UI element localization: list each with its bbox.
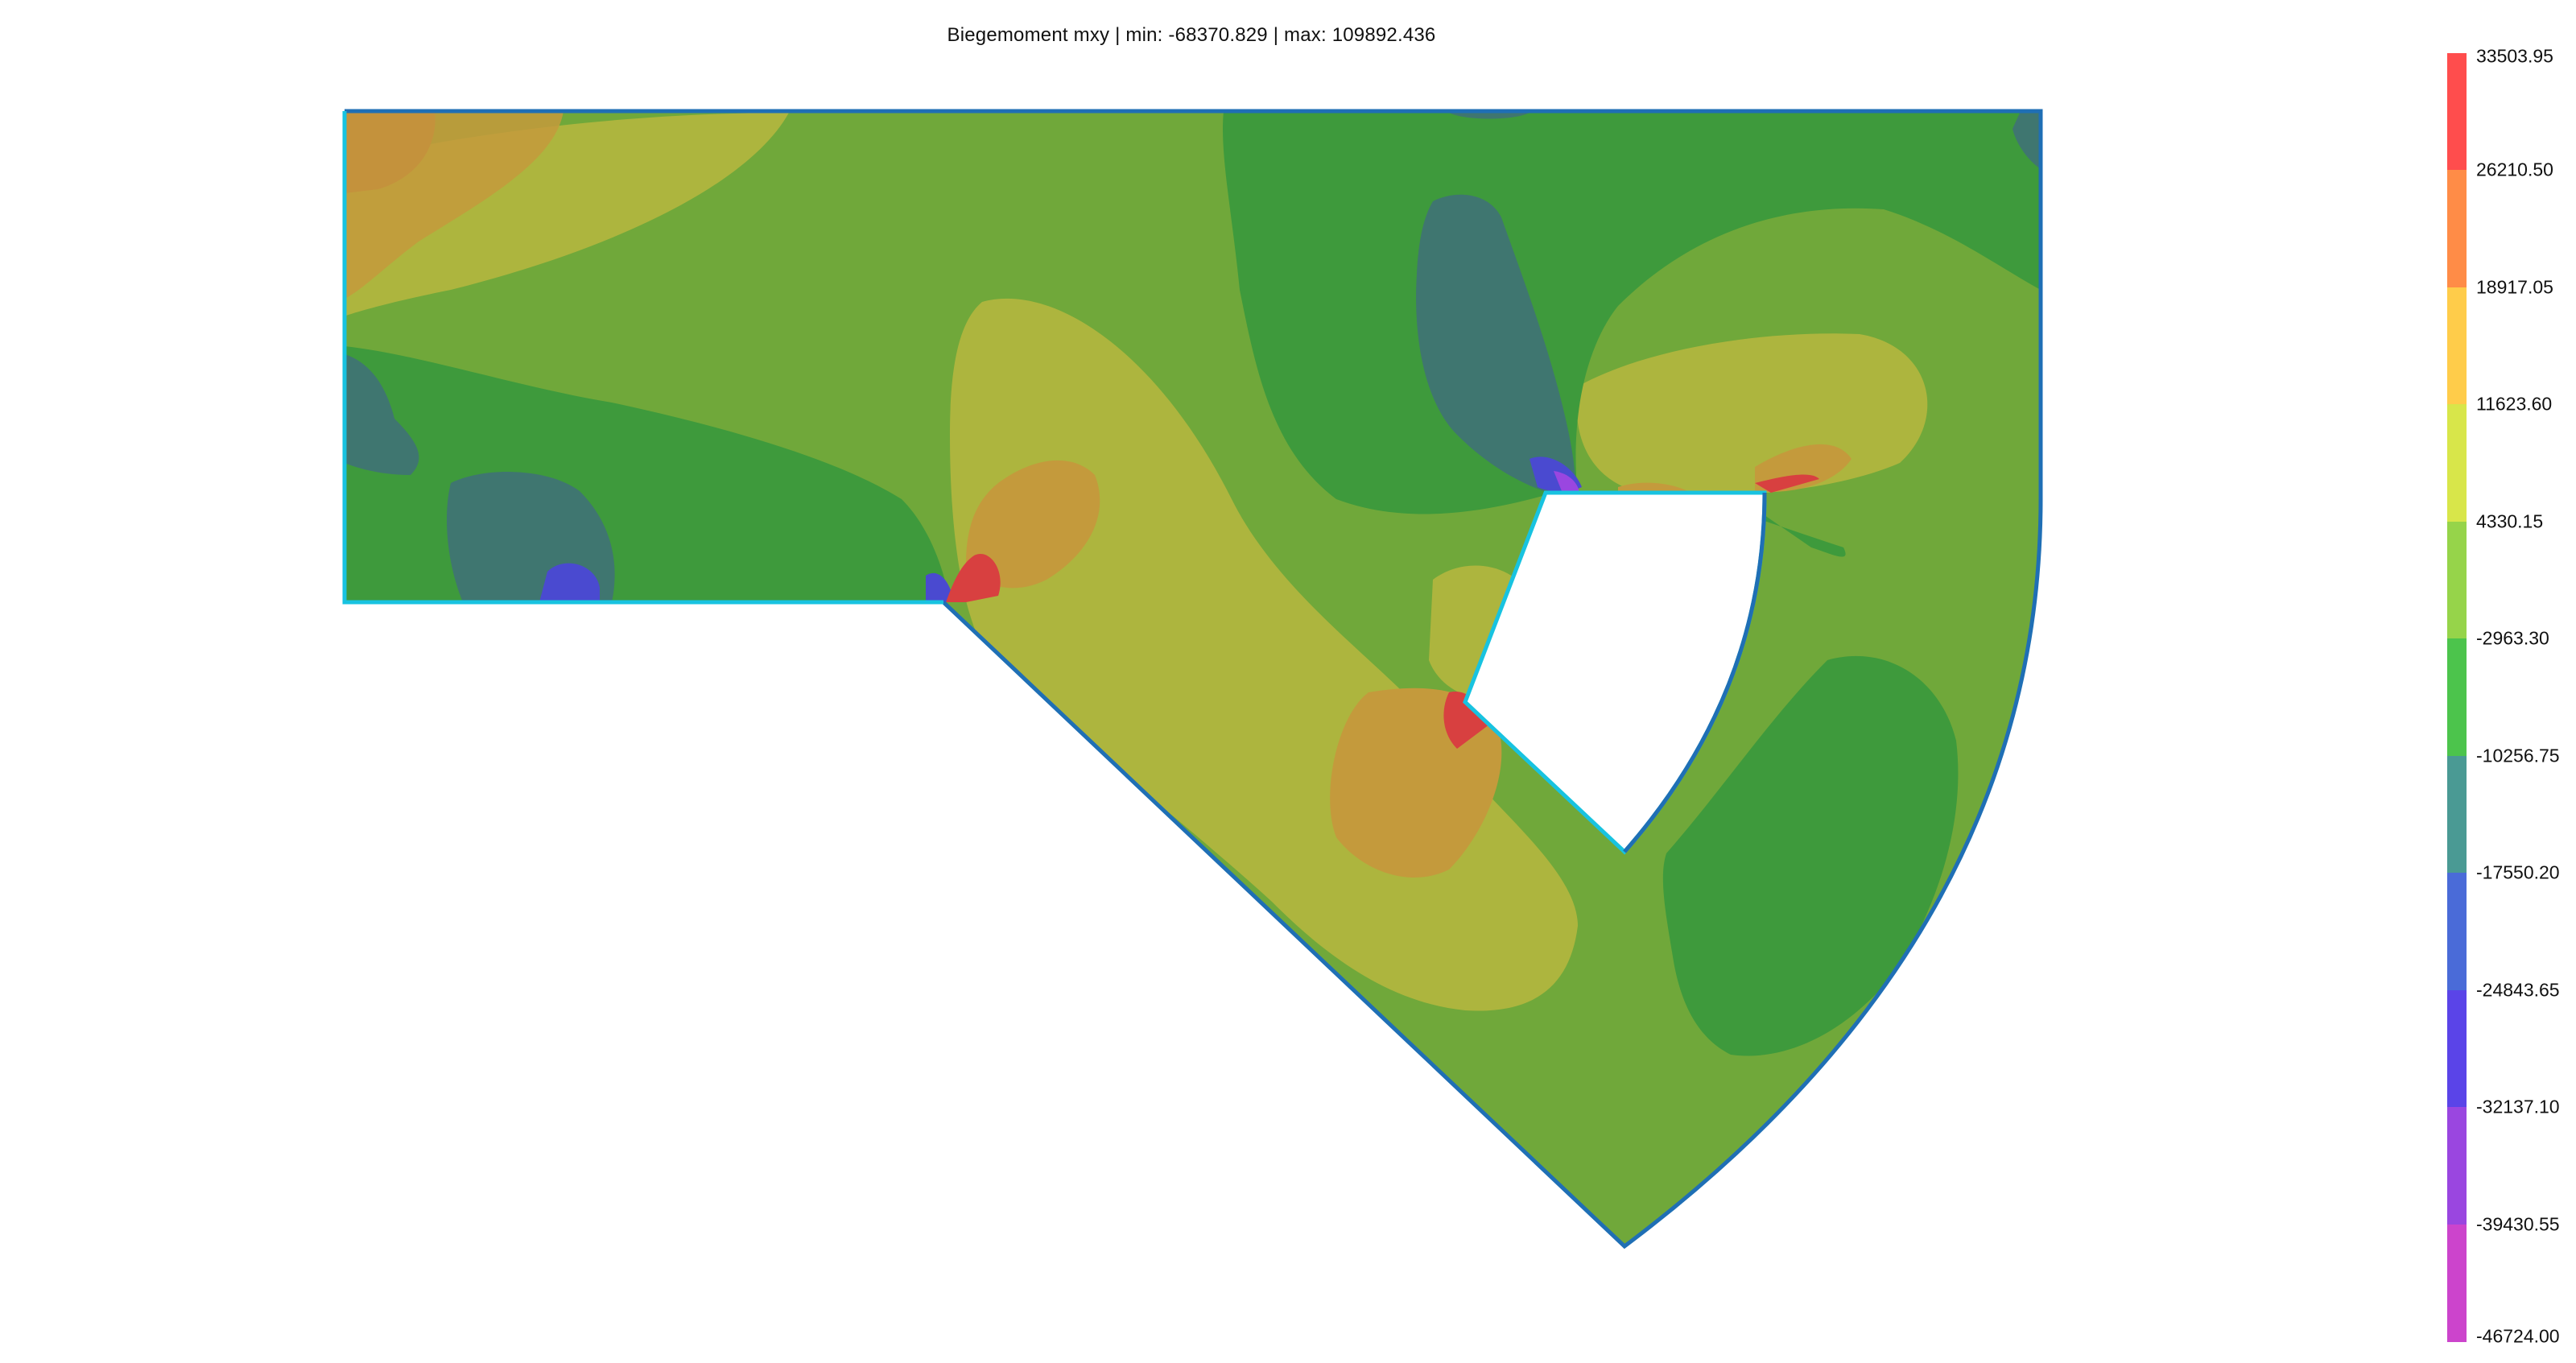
color-legend: 33503.95 26210.50 18917.05 11623.60 4330.15 -…	[2447, 47, 2568, 1345]
legend-tick-label: 26210.50	[2476, 159, 2553, 180]
contour-region-teal-left-edge	[345, 354, 419, 475]
legend-swatch	[2447, 404, 2467, 522]
legend-tick-label: -17550.20	[2476, 861, 2560, 883]
contour-region-lower-right-green	[1662, 655, 1959, 1056]
contour-region-blue-re-entrant	[926, 572, 954, 602]
legend-tick-label: -32137.10	[2476, 1096, 2560, 1117]
support-edge-left	[342, 111, 943, 605]
legend-swatch	[2447, 755, 2467, 874]
contour-region-right-green-sliver	[1690, 495, 1846, 557]
legend-swatch	[2447, 638, 2467, 757]
contour-region-teal-upper	[1416, 194, 1575, 499]
legend-tick-label: 18917.05	[2476, 276, 2553, 298]
contour-region-teal-corner	[2013, 111, 2041, 169]
contour-region-upper-green	[1223, 111, 2041, 514]
contour-plot-viewport[interactable]	[0, 0, 2334, 1359]
legend-tick-label: 11623.60	[2476, 393, 2553, 415]
contour-region-warm-left	[966, 460, 1100, 589]
legend-tick-label: -10256.75	[2476, 745, 2560, 766]
domain-outline	[345, 109, 2043, 1249]
legend-swatch	[2447, 873, 2467, 991]
legend-swatch	[2447, 1224, 2467, 1342]
legend-color-bar	[2447, 53, 2467, 1342]
plot-title: Biegemoment mxy | min: -68370.829 | max:…	[947, 24, 1436, 46]
legend-swatch	[2447, 53, 2467, 171]
legend-tick-label: -46724.00	[2476, 1325, 2560, 1347]
legend-tick-label: 33503.95	[2476, 45, 2553, 67]
legend-swatch	[2447, 1107, 2467, 1225]
contour-region-red-upper-right	[1755, 474, 1819, 493]
contour-plot	[342, 109, 2043, 1249]
legend-swatch	[2447, 521, 2467, 640]
contour-field	[345, 111, 2041, 1246]
legend-tick-label: -2963.30	[2476, 627, 2549, 649]
legend-tick-label: -24843.65	[2476, 979, 2560, 1001]
contour-region-purple-upper-hole	[1554, 471, 1579, 493]
legend-swatch	[2447, 170, 2467, 288]
contour-region-red-re-entrant	[946, 554, 1001, 602]
legend-tick-label: -39430.55	[2476, 1213, 2560, 1235]
contour-region-blue-left	[539, 563, 600, 602]
legend-swatch	[2447, 989, 2467, 1109]
hole-arc-edge	[1623, 492, 1767, 853]
legend-swatch	[2447, 287, 2467, 406]
contour-region-corner-warm	[345, 111, 564, 298]
legend-tick-label: 4330.15	[2476, 510, 2544, 532]
